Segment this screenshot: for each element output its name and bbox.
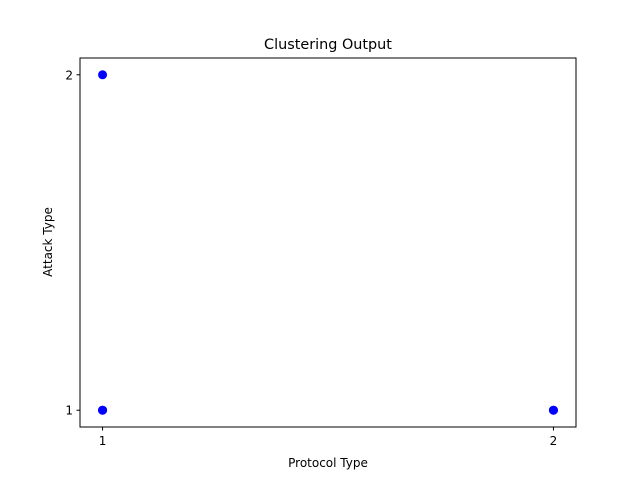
data-points	[98, 70, 558, 415]
x-tick-label: 1	[99, 434, 107, 448]
plot-frame	[79, 57, 577, 428]
data-point	[98, 70, 108, 80]
y-axis-label: Attack Type	[41, 207, 55, 277]
y-tick-label: 2	[65, 68, 73, 82]
data-point	[548, 405, 558, 415]
x-tick-label: 2	[550, 434, 558, 448]
y-axis-ticks: 12	[65, 68, 80, 418]
chart-title: Clustering Output	[264, 37, 392, 53]
x-axis-label: Protocol Type	[288, 456, 368, 470]
y-tick-label: 1	[65, 404, 73, 418]
data-point	[98, 405, 108, 415]
